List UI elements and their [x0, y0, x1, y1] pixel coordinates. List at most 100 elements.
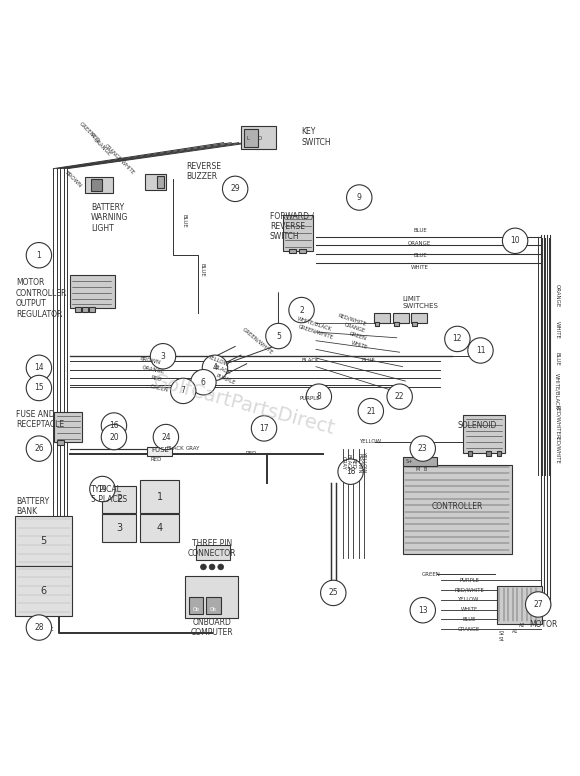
- Circle shape: [338, 459, 363, 484]
- Circle shape: [387, 384, 412, 410]
- Text: BLACK: BLACK: [346, 455, 351, 472]
- Circle shape: [306, 384, 332, 410]
- Text: FORWARD /
REVERSE
SWITCH: FORWARD / REVERSE SWITCH: [270, 212, 314, 241]
- Text: WHITE: WHITE: [411, 265, 429, 271]
- Bar: [144, 174, 166, 190]
- Circle shape: [201, 564, 206, 570]
- Bar: [89, 307, 95, 312]
- Circle shape: [26, 376, 52, 400]
- Bar: [82, 307, 88, 312]
- Bar: [147, 447, 172, 456]
- Text: BATTERY
WARNING
LIGHT: BATTERY WARNING LIGHT: [91, 203, 128, 233]
- Text: MOTOR: MOTOR: [530, 620, 558, 629]
- Text: THREE PIN
CONNECTOR: THREE PIN CONNECTOR: [188, 539, 236, 558]
- Text: ORANGE: ORANGE: [458, 627, 480, 632]
- Text: PURPLE: PURPLE: [215, 373, 236, 386]
- Circle shape: [150, 344, 176, 369]
- Text: 6: 6: [41, 586, 46, 596]
- Bar: [140, 514, 179, 542]
- Text: 14: 14: [34, 363, 44, 372]
- Text: MOTOR
CONTROLLER
OUTPUT
REGULATOR: MOTOR CONTROLLER OUTPUT REGULATOR: [16, 279, 67, 319]
- Text: A2: A2: [519, 623, 525, 629]
- Text: 11: 11: [476, 346, 485, 355]
- Text: YELLOW: YELLOW: [361, 452, 367, 473]
- Bar: [85, 177, 113, 193]
- Text: WHITE/BLACK: WHITE/BLACK: [296, 315, 332, 331]
- Text: 19: 19: [97, 484, 107, 494]
- Text: 7: 7: [181, 386, 186, 396]
- Text: 2: 2: [116, 494, 122, 504]
- Text: GREEN: GREEN: [78, 122, 95, 138]
- Bar: [189, 597, 204, 615]
- Text: 10: 10: [510, 237, 520, 245]
- Text: BLACK: BLACK: [213, 365, 231, 376]
- Bar: [412, 322, 417, 326]
- Circle shape: [410, 436, 436, 461]
- Circle shape: [468, 338, 493, 363]
- Circle shape: [191, 369, 216, 395]
- Text: WHITE/BLACK: WHITE/BLACK: [554, 373, 560, 409]
- Circle shape: [321, 580, 346, 605]
- Text: GRAY: GRAY: [340, 456, 346, 470]
- Bar: [393, 313, 409, 324]
- Text: GolfCartPartsDirect: GolfCartPartsDirect: [151, 372, 337, 438]
- Bar: [468, 452, 472, 456]
- Text: GREEN: GREEN: [348, 331, 367, 341]
- Text: ORANGE: ORANGE: [344, 322, 367, 334]
- Text: 2: 2: [299, 306, 304, 314]
- Circle shape: [358, 398, 383, 424]
- Circle shape: [90, 476, 115, 502]
- Bar: [55, 412, 82, 442]
- Bar: [70, 275, 114, 308]
- Bar: [197, 545, 230, 560]
- Bar: [283, 215, 313, 251]
- Circle shape: [410, 598, 436, 623]
- Text: ORANGE: ORANGE: [92, 137, 113, 157]
- Text: RED: RED: [150, 457, 162, 462]
- Bar: [15, 566, 72, 616]
- Bar: [394, 322, 398, 326]
- Circle shape: [445, 326, 470, 352]
- Text: KEY
SWITCH: KEY SWITCH: [302, 127, 331, 147]
- Bar: [496, 586, 542, 623]
- Circle shape: [102, 424, 126, 450]
- Circle shape: [502, 228, 528, 254]
- Bar: [140, 480, 179, 513]
- Text: 20: 20: [109, 432, 119, 442]
- Text: Ob: Ob: [193, 607, 200, 611]
- Bar: [486, 452, 491, 456]
- Text: 1: 1: [37, 251, 41, 260]
- Text: BLUE: BLUE: [361, 359, 375, 363]
- Bar: [91, 179, 103, 191]
- Bar: [157, 175, 164, 189]
- Text: CONTROLLER: CONTROLLER: [432, 502, 483, 511]
- Bar: [57, 440, 64, 445]
- Text: YELLOW: YELLOW: [358, 439, 380, 444]
- Text: GREEN/WHITE: GREEN/WHITE: [298, 324, 334, 340]
- Text: S+: S+: [405, 459, 413, 464]
- Text: 29: 29: [230, 185, 240, 193]
- Circle shape: [223, 176, 248, 202]
- Text: FUSE: FUSE: [151, 447, 169, 452]
- Text: WHITE: WHITE: [461, 607, 477, 612]
- Text: BLUE: BLUE: [200, 263, 205, 276]
- Text: GREEN: GREEN: [149, 383, 169, 393]
- Text: 5: 5: [276, 331, 281, 341]
- Text: ONBOARD
COMPUTER: ONBOARD COMPUTER: [191, 618, 233, 637]
- Text: 12: 12: [452, 334, 462, 344]
- Text: FUSE AND
RECEPTACLE: FUSE AND RECEPTACLE: [16, 410, 64, 429]
- Text: SOLENOID: SOLENOID: [458, 421, 497, 430]
- Text: BROWN: BROWN: [64, 170, 83, 189]
- Bar: [403, 457, 437, 466]
- Text: ORANGE: ORANGE: [142, 365, 165, 375]
- Text: BLUE: BLUE: [462, 617, 476, 622]
- Bar: [75, 307, 81, 312]
- Circle shape: [171, 378, 196, 404]
- Text: S2: S2: [499, 631, 505, 636]
- Text: BLUE: BLUE: [554, 352, 560, 366]
- Text: 26: 26: [34, 444, 44, 453]
- Text: BLACK: BLACK: [167, 445, 184, 451]
- Text: BLUE: BLUE: [413, 228, 427, 234]
- Text: GRAY: GRAY: [186, 445, 200, 451]
- Bar: [299, 249, 306, 253]
